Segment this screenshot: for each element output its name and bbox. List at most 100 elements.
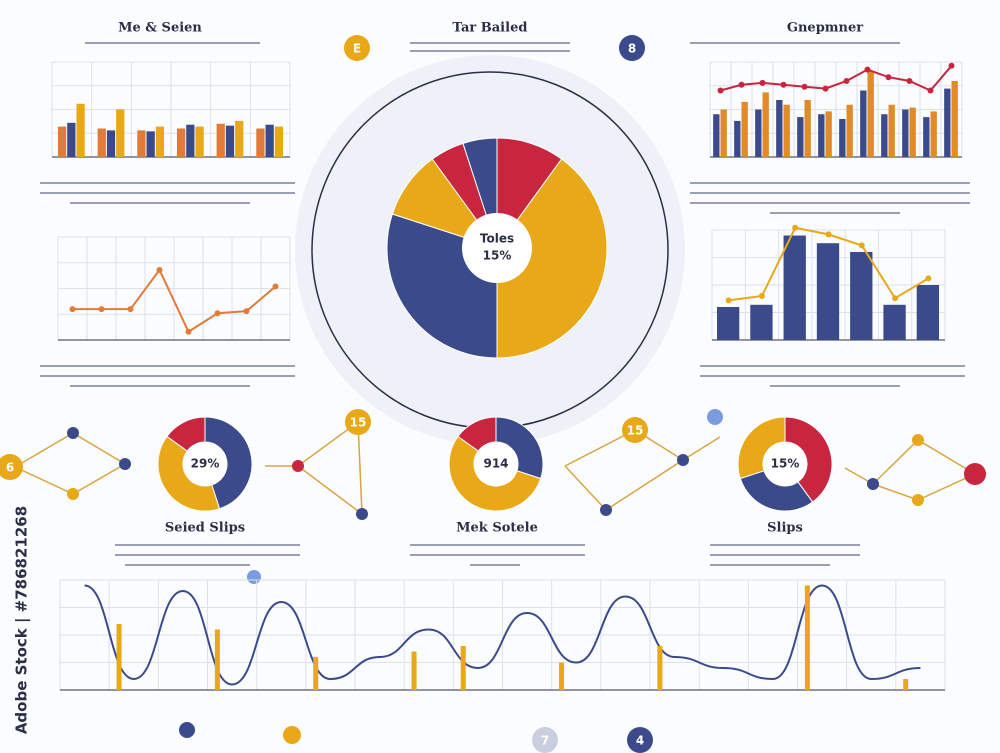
bar [850, 252, 873, 340]
point [758, 293, 765, 299]
point [156, 266, 163, 273]
bar [783, 104, 790, 157]
badge [622, 417, 648, 443]
badge-label: 15 [627, 424, 644, 438]
bar [186, 124, 195, 157]
point [792, 224, 799, 231]
point [822, 85, 829, 92]
bar [214, 629, 220, 690]
chart-title: Seied Slips [165, 521, 245, 536]
point [864, 66, 871, 73]
bar [76, 103, 85, 157]
bar [106, 130, 116, 157]
bar [916, 285, 940, 340]
badge-label: 8 [628, 42, 636, 56]
bar [716, 307, 740, 340]
bar [274, 126, 284, 157]
bar [411, 651, 417, 690]
point [717, 87, 724, 94]
bar [741, 101, 748, 157]
bar [155, 126, 165, 157]
point [892, 295, 899, 302]
center-hole [763, 442, 807, 486]
point [185, 328, 192, 335]
chart-title: Me & Seien [118, 21, 202, 36]
center-value: 15% [483, 249, 512, 263]
bar [881, 114, 888, 157]
bar [951, 81, 958, 157]
point [127, 306, 134, 313]
bar [944, 88, 951, 157]
bar [839, 119, 846, 157]
bar [776, 100, 783, 157]
center-value: 15% [771, 457, 800, 471]
chart-title: Slips [767, 521, 803, 536]
bar [146, 131, 155, 157]
bar [734, 120, 741, 157]
point [272, 283, 279, 290]
bar [256, 128, 265, 157]
center-hole [462, 213, 532, 283]
bar [137, 130, 146, 157]
text-lines [40, 42, 970, 566]
badge [345, 409, 371, 435]
badge-label: 6 [6, 461, 14, 475]
point [906, 78, 913, 84]
bar [755, 109, 762, 157]
point [214, 310, 221, 317]
badge [0, 454, 23, 480]
chart-title: Tar Bailed [453, 21, 528, 36]
bar [783, 235, 806, 340]
bar [867, 71, 874, 157]
badge [619, 35, 645, 61]
point [927, 87, 934, 94]
bar [713, 114, 720, 157]
line [72, 268, 277, 334]
bar [909, 107, 916, 157]
badge [627, 727, 653, 753]
badge-label: 15 [350, 416, 367, 430]
connector-dots [67, 409, 986, 744]
point [825, 231, 832, 238]
point [69, 306, 76, 313]
bar [97, 128, 106, 157]
bar [816, 243, 840, 340]
bar [797, 117, 804, 157]
point [843, 78, 850, 84]
bar [265, 124, 274, 157]
bar [57, 126, 67, 157]
bar [860, 90, 867, 157]
center-hole [474, 442, 518, 486]
bar [804, 100, 811, 157]
bar [720, 109, 727, 157]
bar [460, 646, 466, 690]
bar [825, 111, 832, 157]
bar [804, 585, 810, 690]
point [925, 275, 932, 282]
bar [657, 646, 663, 690]
point [759, 79, 766, 86]
badge-label: 4 [636, 734, 644, 748]
badge-label: E [353, 42, 361, 56]
bar [176, 128, 186, 157]
slice [496, 158, 608, 359]
line [720, 65, 953, 92]
bar [313, 657, 319, 690]
point [948, 62, 955, 69]
bar [923, 117, 930, 157]
line [84, 584, 921, 686]
bar [846, 104, 853, 157]
point [858, 242, 865, 249]
badge-label: 7 [541, 734, 549, 748]
center-hole [183, 442, 227, 486]
point [98, 306, 105, 313]
bar [195, 126, 204, 157]
center-value: 29% [191, 457, 220, 471]
bar [116, 109, 125, 157]
bar [750, 304, 773, 340]
point [243, 308, 250, 315]
bar [559, 662, 565, 690]
bar [930, 111, 937, 157]
bar [67, 122, 76, 157]
